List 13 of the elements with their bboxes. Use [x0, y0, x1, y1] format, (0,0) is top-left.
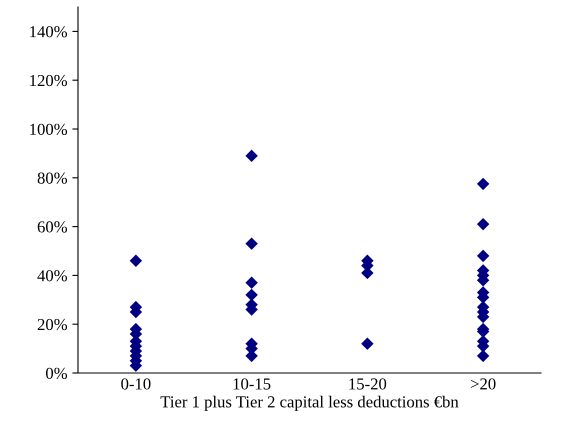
y-tick-label: 120% — [30, 74, 68, 86]
y-tick-label: 100% — [30, 124, 68, 135]
x-tick-label: 10-15 — [234, 378, 270, 390]
y-tick-label: 140% — [30, 26, 68, 38]
x-tick-label: 0-10 — [121, 378, 151, 390]
x-tick-label: >20 — [470, 378, 496, 390]
y-tick-label: 60% — [38, 221, 68, 233]
x-axis-title: Tier 1 plus Tier 2 capital less deductions €bn — [160, 396, 458, 411]
y-tick-label: 0% — [46, 368, 68, 379]
x-tick-label: 15-20 — [349, 378, 386, 390]
y-tick-label: 80% — [38, 172, 68, 184]
y-tick-label: 40% — [37, 270, 68, 282]
y-tick-label: 20% — [38, 318, 68, 330]
